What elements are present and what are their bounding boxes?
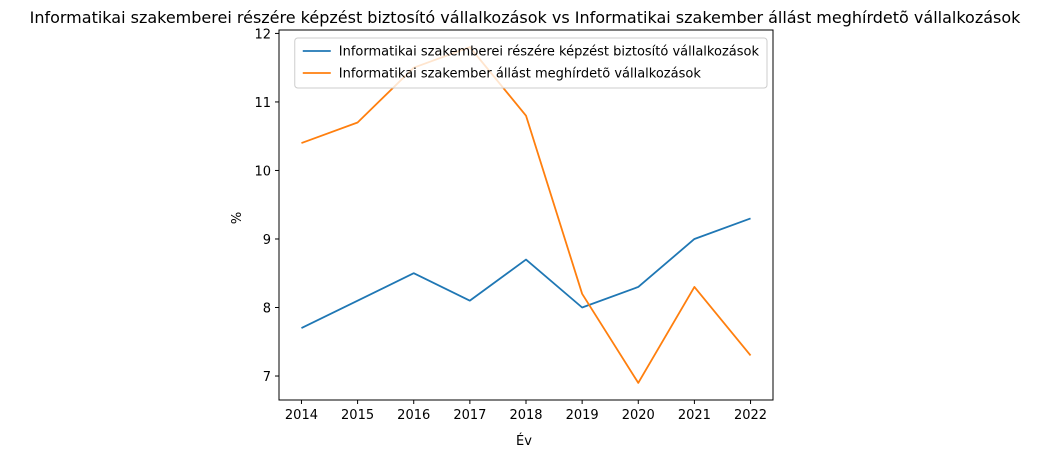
y-tick-label: 7 <box>263 370 271 385</box>
x-tick-label: 2016 <box>397 408 430 423</box>
series-line-2 <box>301 46 752 384</box>
x-axis-label: Év <box>516 433 532 449</box>
legend-entry-2: Informatikai szakember állást meghírdetõ… <box>339 67 702 82</box>
x-tick-label: 2015 <box>341 408 374 423</box>
y-tick-label: 11 <box>254 96 271 111</box>
x-axis: 2014 2015 2016 2017 2018 2019 2020 2021 2022 <box>285 400 767 423</box>
y-tick-label: 10 <box>254 164 271 179</box>
y-axis-label: % <box>230 212 245 224</box>
legend-entry-1: Informatikai szakemberei részére képzést… <box>339 45 760 60</box>
y-axis: 7 8 9 10 11 12 <box>254 27 279 385</box>
x-tick-label: 2022 <box>734 408 767 423</box>
legend: Informatikai szakemberei részére képzést… <box>294 37 768 89</box>
x-tick-label: 2018 <box>509 408 542 423</box>
y-tick-label: 9 <box>263 233 271 248</box>
chart-title: Informatikai szakemberei részére képzést… <box>30 8 1022 27</box>
series-group <box>301 46 752 384</box>
x-tick-label: 2019 <box>566 408 599 423</box>
x-tick-label: 2021 <box>678 408 711 423</box>
x-tick-label: 2020 <box>622 408 655 423</box>
y-tick-label: 12 <box>254 27 271 42</box>
legend-box <box>294 37 768 89</box>
y-tick-label: 8 <box>263 302 271 317</box>
series-line-1 <box>301 217 751 329</box>
x-tick-label: 2017 <box>453 408 486 423</box>
x-tick-label: 2014 <box>285 408 318 423</box>
